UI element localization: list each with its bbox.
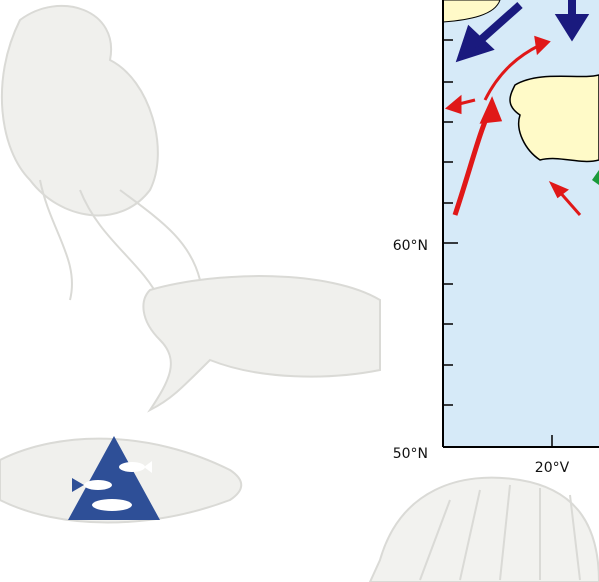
lat-label: 60°N <box>393 238 428 254</box>
lat-label: 50°N <box>393 446 428 462</box>
background-sketches <box>0 4 599 582</box>
lon-label: 20°V <box>535 460 570 476</box>
map-panel <box>442 0 599 448</box>
logo <box>68 436 160 520</box>
